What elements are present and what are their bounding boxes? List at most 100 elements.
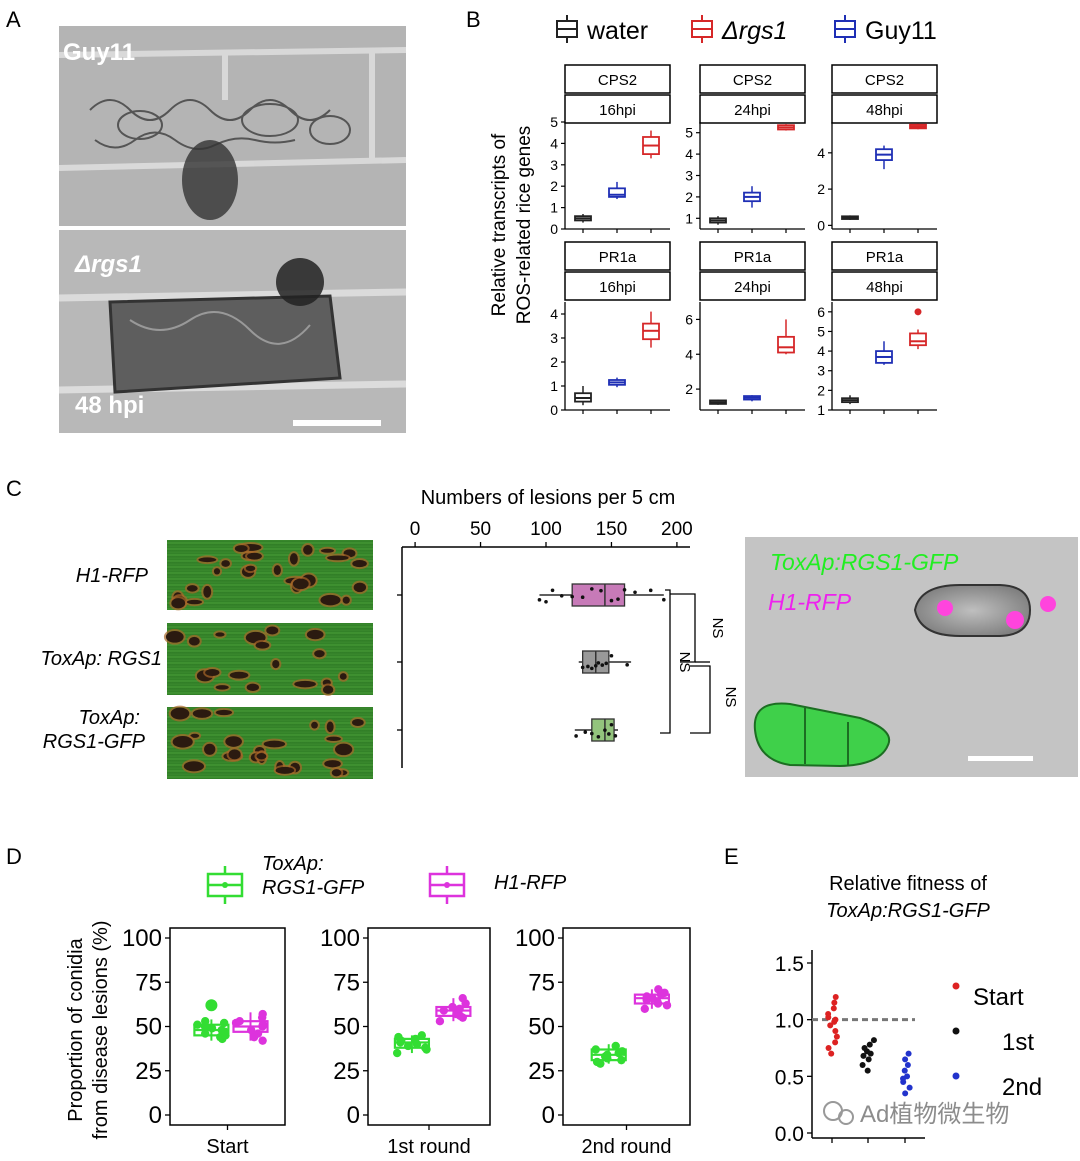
- ylabel-d-line2: from disease lesions (%): [90, 921, 112, 1140]
- point-2: [603, 728, 607, 732]
- panel-e: E Relative fitness of ToxAp:RGS1-GFP 0.0…: [724, 844, 1042, 1146]
- y-tick-label: 0: [817, 217, 825, 233]
- lesion: [294, 680, 316, 688]
- point-2: [596, 734, 601, 739]
- point-Start: [833, 1033, 840, 1040]
- lesion: [171, 598, 186, 609]
- y-tick-label: 2: [685, 189, 693, 205]
- legend-d: ToxAp:RGS1-GFP H1-RFP: [206, 853, 567, 904]
- point-0: [537, 598, 542, 602]
- appressorium-dark: [182, 140, 238, 220]
- point: [246, 1025, 256, 1035]
- lesion: [198, 557, 217, 563]
- legend-b-label-1: Δrgs1: [721, 17, 787, 45]
- point-Start: [832, 994, 839, 1000]
- y-tick-label: 1: [550, 378, 558, 394]
- lesion: [275, 766, 295, 774]
- lesion: [183, 761, 205, 772]
- y-tick-label: 1: [817, 402, 825, 418]
- point-2nd: [904, 1073, 911, 1080]
- lesion: [225, 736, 242, 747]
- lesion: [272, 659, 280, 669]
- micro-label-rfp: H1-RFP: [768, 589, 852, 615]
- wechat-icon-b: [838, 1109, 854, 1125]
- lesion: [266, 626, 279, 635]
- point-2: [583, 730, 588, 734]
- point: [394, 1032, 403, 1042]
- point: [660, 988, 669, 998]
- strip-gene: [699, 64, 806, 94]
- lesion: [221, 560, 230, 567]
- chart-c: 0 50 100 150 200: [397, 519, 693, 768]
- point: [617, 1047, 627, 1056]
- point-0: [580, 595, 585, 600]
- lesion: [188, 636, 200, 646]
- watermark: Ad植物微生物: [823, 1101, 1009, 1128]
- panel-letter-c: C: [6, 476, 22, 501]
- facet-frame: [562, 927, 691, 1126]
- point-2nd: [902, 1090, 909, 1097]
- leaf-lesions: [163, 541, 369, 779]
- scale-bar-c: [968, 756, 1033, 761]
- x-tick-label: 0: [410, 519, 421, 540]
- strip-time-label: 24hpi: [734, 279, 771, 296]
- x-label: Start: [206, 1136, 249, 1158]
- lesion: [303, 545, 313, 555]
- y-tick-label: 3: [817, 363, 825, 379]
- strip-gene-label: PR1a: [599, 249, 637, 266]
- ylabel-d-line1: Proportion of conidia: [65, 937, 87, 1121]
- point: [217, 1025, 226, 1035]
- panel-letter-a: A: [6, 7, 21, 32]
- panel-letter-e: E: [724, 844, 739, 869]
- lesion: [245, 565, 256, 572]
- point: [458, 993, 467, 1003]
- ns-label-1: NS: [709, 618, 726, 639]
- point-0: [550, 588, 555, 593]
- conidium-gfp: [753, 702, 891, 768]
- y-tick-label: 6: [817, 304, 825, 320]
- lesion: [327, 555, 349, 561]
- x-tick-label: 150: [596, 519, 628, 540]
- nucleus-3: [1040, 596, 1056, 612]
- point: [258, 1009, 267, 1019]
- legend-e-label-2: 2nd: [1002, 1074, 1042, 1101]
- strip-time: [564, 94, 671, 124]
- legend-d-label1-1: H1-RFP: [494, 872, 567, 894]
- point-2: [613, 734, 618, 738]
- point-1: [625, 663, 629, 667]
- y-tick-label: 25: [135, 1058, 162, 1085]
- y-tick-label: 50: [333, 1014, 360, 1041]
- point-2: [574, 734, 578, 738]
- ns-brackets: [660, 589, 711, 734]
- outlier: [205, 999, 218, 1012]
- point: [421, 1043, 430, 1052]
- point-1st: [865, 1056, 872, 1063]
- point-2nd: [906, 1084, 913, 1091]
- lesion: [228, 749, 241, 760]
- nucleus-1: [937, 600, 953, 616]
- y-tick-label: 2: [817, 382, 825, 398]
- strain-label-toxap-line1: ToxAp:: [78, 707, 140, 729]
- lesion: [306, 629, 324, 640]
- box-2: [591, 718, 615, 742]
- nucleus-2: [1006, 611, 1024, 629]
- strip-gene: [831, 64, 938, 94]
- y-tick-label: 1.0: [775, 1010, 804, 1033]
- y-tick-label: 100: [515, 925, 555, 952]
- lesion: [255, 641, 270, 649]
- legend-d-label2-0: RGS1-GFP: [262, 877, 365, 899]
- point-Start: [825, 1011, 832, 1017]
- point: [591, 1045, 600, 1054]
- y-tick-label: 2: [685, 381, 693, 397]
- point-1: [593, 663, 598, 668]
- point: [592, 1057, 602, 1067]
- point-0: [662, 597, 666, 602]
- point-Start: [830, 1005, 837, 1012]
- strip-gene: [564, 64, 671, 94]
- y-tick-label: 0.0: [775, 1123, 804, 1146]
- point: [258, 1020, 268, 1029]
- lesion: [215, 709, 233, 716]
- ns-label-3: NS: [722, 687, 739, 708]
- point: [258, 1036, 267, 1045]
- point-Start: [828, 1050, 835, 1057]
